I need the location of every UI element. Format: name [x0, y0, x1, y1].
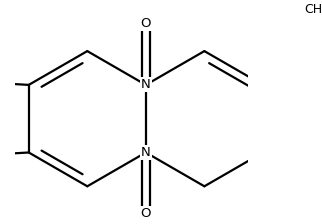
Text: CH₃: CH₃ [305, 3, 322, 16]
Text: O: O [141, 17, 151, 30]
Text: N: N [141, 146, 151, 159]
Text: O: O [141, 207, 151, 220]
Text: N: N [141, 78, 151, 91]
